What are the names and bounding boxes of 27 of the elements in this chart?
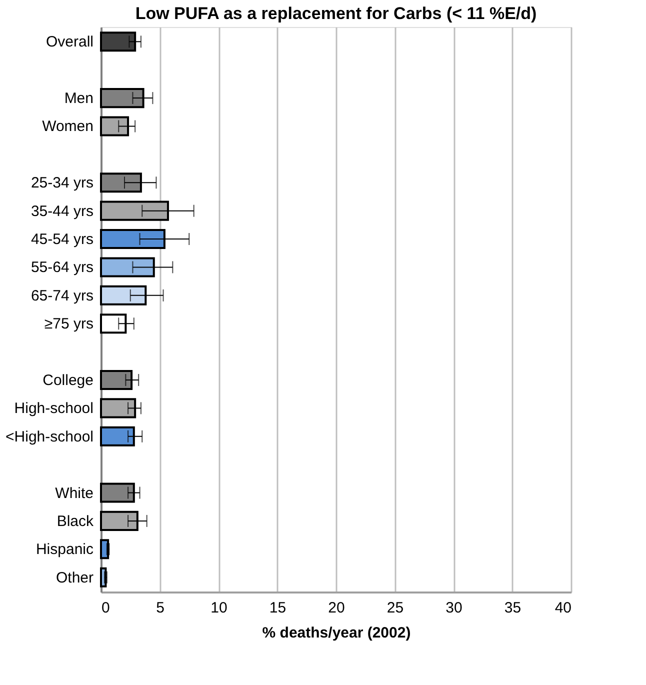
y-tick-label: 35-44 yrs — [30, 202, 94, 220]
y-tick-label: Women — [42, 118, 94, 136]
y-tick-label: Overall — [46, 34, 94, 51]
chart-title: Low PUFA as a replacement for Carbs (< 11 %E/d) — [135, 4, 537, 23]
x-tick-label: 25 — [386, 600, 404, 616]
x-tick-label: 5 — [156, 600, 164, 616]
y-tick-label: 65-74 yrs — [30, 287, 94, 304]
y-tick-label: White — [55, 484, 94, 502]
x-tick-label: 0 — [102, 600, 110, 616]
x-tick-label: 40 — [554, 600, 572, 616]
y-tick-label: Black — [56, 512, 94, 530]
y-tick-label: ≥75 yrs — [44, 316, 94, 333]
y-tick-label: 45-54 yrs — [30, 231, 94, 248]
x-tick-label: 10 — [210, 600, 228, 616]
y-tick-label: 55-64 yrs — [30, 259, 94, 276]
y-tick-label: <High-school — [6, 428, 94, 446]
y-tick-label: Men — [64, 90, 94, 108]
y-tick-label: 25-34 yrs — [30, 174, 94, 192]
x-tick-label: 20 — [328, 600, 345, 616]
x-axis-title: % deaths/year (2002) — [262, 624, 411, 642]
x-tick-label: 30 — [446, 600, 462, 616]
y-tick-label: College — [42, 372, 94, 389]
y-tick-label: Hispanic — [36, 541, 94, 558]
y-tick-label: Other — [56, 569, 94, 586]
x-tick-label: 15 — [269, 600, 286, 616]
x-tick-label: 35 — [504, 600, 522, 616]
y-tick-label: High-school — [14, 400, 94, 418]
